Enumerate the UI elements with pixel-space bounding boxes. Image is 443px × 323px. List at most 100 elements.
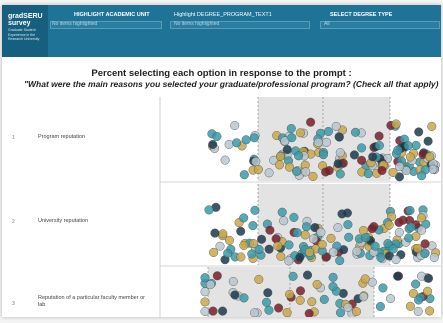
data-point <box>200 297 210 307</box>
data-point <box>417 213 427 223</box>
data-point <box>236 226 246 236</box>
data-point <box>414 127 424 137</box>
data-point <box>215 241 225 251</box>
data-point <box>223 248 233 258</box>
data-point <box>368 152 378 162</box>
row-number-2: 2 <box>12 219 15 225</box>
data-point <box>303 270 313 280</box>
data-point <box>204 205 214 215</box>
data-point <box>405 301 415 311</box>
data-point <box>383 238 393 248</box>
data-point <box>423 286 433 296</box>
data-point <box>264 168 274 178</box>
data-point <box>357 155 367 165</box>
data-point <box>386 294 396 304</box>
data-point <box>395 172 405 182</box>
data-point <box>351 307 361 317</box>
data-point <box>334 132 344 142</box>
data-point <box>279 216 289 226</box>
data-point <box>414 295 424 305</box>
data-point <box>424 273 434 283</box>
data-point <box>265 225 275 235</box>
scatter-plot <box>159 97 441 317</box>
data-point <box>328 272 338 282</box>
data-point <box>405 152 415 162</box>
data-point <box>317 239 327 249</box>
data-point <box>254 274 264 284</box>
data-point <box>230 120 240 130</box>
data-point <box>394 217 404 227</box>
data-point <box>413 306 423 316</box>
data-point <box>200 307 210 317</box>
data-point <box>241 135 251 145</box>
data-point <box>406 222 416 232</box>
row-label-1: Program reputation <box>38 134 86 140</box>
data-point <box>208 306 218 316</box>
data-point <box>374 131 384 141</box>
data-point <box>326 233 336 243</box>
data-point <box>319 294 329 304</box>
data-point <box>236 252 246 262</box>
data-point <box>425 306 435 316</box>
data-point <box>218 229 228 239</box>
data-point <box>304 309 314 317</box>
data-point <box>247 249 257 259</box>
data-point <box>294 151 304 161</box>
data-point <box>428 164 438 174</box>
data-point <box>248 239 258 249</box>
data-point <box>374 140 384 150</box>
data-point <box>388 167 398 177</box>
data-point <box>335 169 345 179</box>
data-point <box>249 133 259 143</box>
data-point <box>333 223 343 233</box>
degree-type-select[interactable] <box>320 21 440 29</box>
data-point <box>250 308 259 317</box>
row-label-2: University reputation <box>38 218 89 224</box>
data-point <box>210 228 220 238</box>
data-point <box>359 292 369 302</box>
data-point <box>312 279 322 289</box>
highlight-program-label: Highlight DEGREE_PROGRAM_TEXT1 <box>174 12 272 18</box>
row-label-3: Reputation of a particular faculty membe… <box>38 295 145 308</box>
data-point <box>393 145 403 155</box>
data-point <box>357 143 367 153</box>
data-point <box>254 244 264 254</box>
logo-line2: survey <box>8 20 31 27</box>
highlight-program-value: No items highlighted <box>174 21 220 27</box>
data-point <box>429 252 439 262</box>
data-point <box>285 162 295 172</box>
data-point <box>239 240 249 250</box>
data-point <box>301 167 311 177</box>
data-point <box>218 306 228 316</box>
data-point <box>284 240 294 250</box>
data-point <box>288 271 298 281</box>
data-point <box>239 293 249 303</box>
data-point <box>208 139 218 149</box>
data-point <box>296 286 306 296</box>
data-point <box>286 123 296 133</box>
data-point <box>285 289 295 299</box>
logo-subtitle: Graduate Student Experience in the Resea… <box>8 28 40 41</box>
data-point <box>375 302 385 312</box>
data-point <box>224 235 234 245</box>
data-point <box>287 133 297 143</box>
data-point <box>427 121 437 131</box>
data-point <box>209 247 219 257</box>
data-point <box>282 145 292 155</box>
data-point <box>275 160 285 170</box>
data-point <box>405 205 415 215</box>
highlight-unit-select[interactable] <box>50 21 162 29</box>
data-point <box>328 282 338 292</box>
data-point <box>239 213 249 223</box>
logo-line1: gradSERU <box>8 13 43 20</box>
data-point <box>306 117 316 127</box>
data-point <box>276 251 286 261</box>
data-point <box>295 295 305 305</box>
data-point <box>232 138 242 148</box>
data-point <box>300 230 310 240</box>
data-point <box>205 280 215 290</box>
data-point <box>230 290 240 300</box>
data-point <box>417 225 427 235</box>
highlight-unit-label: HIGHLIGHT ACADEMIC UNIT <box>74 12 150 18</box>
highlight-program-select[interactable] <box>170 21 310 29</box>
